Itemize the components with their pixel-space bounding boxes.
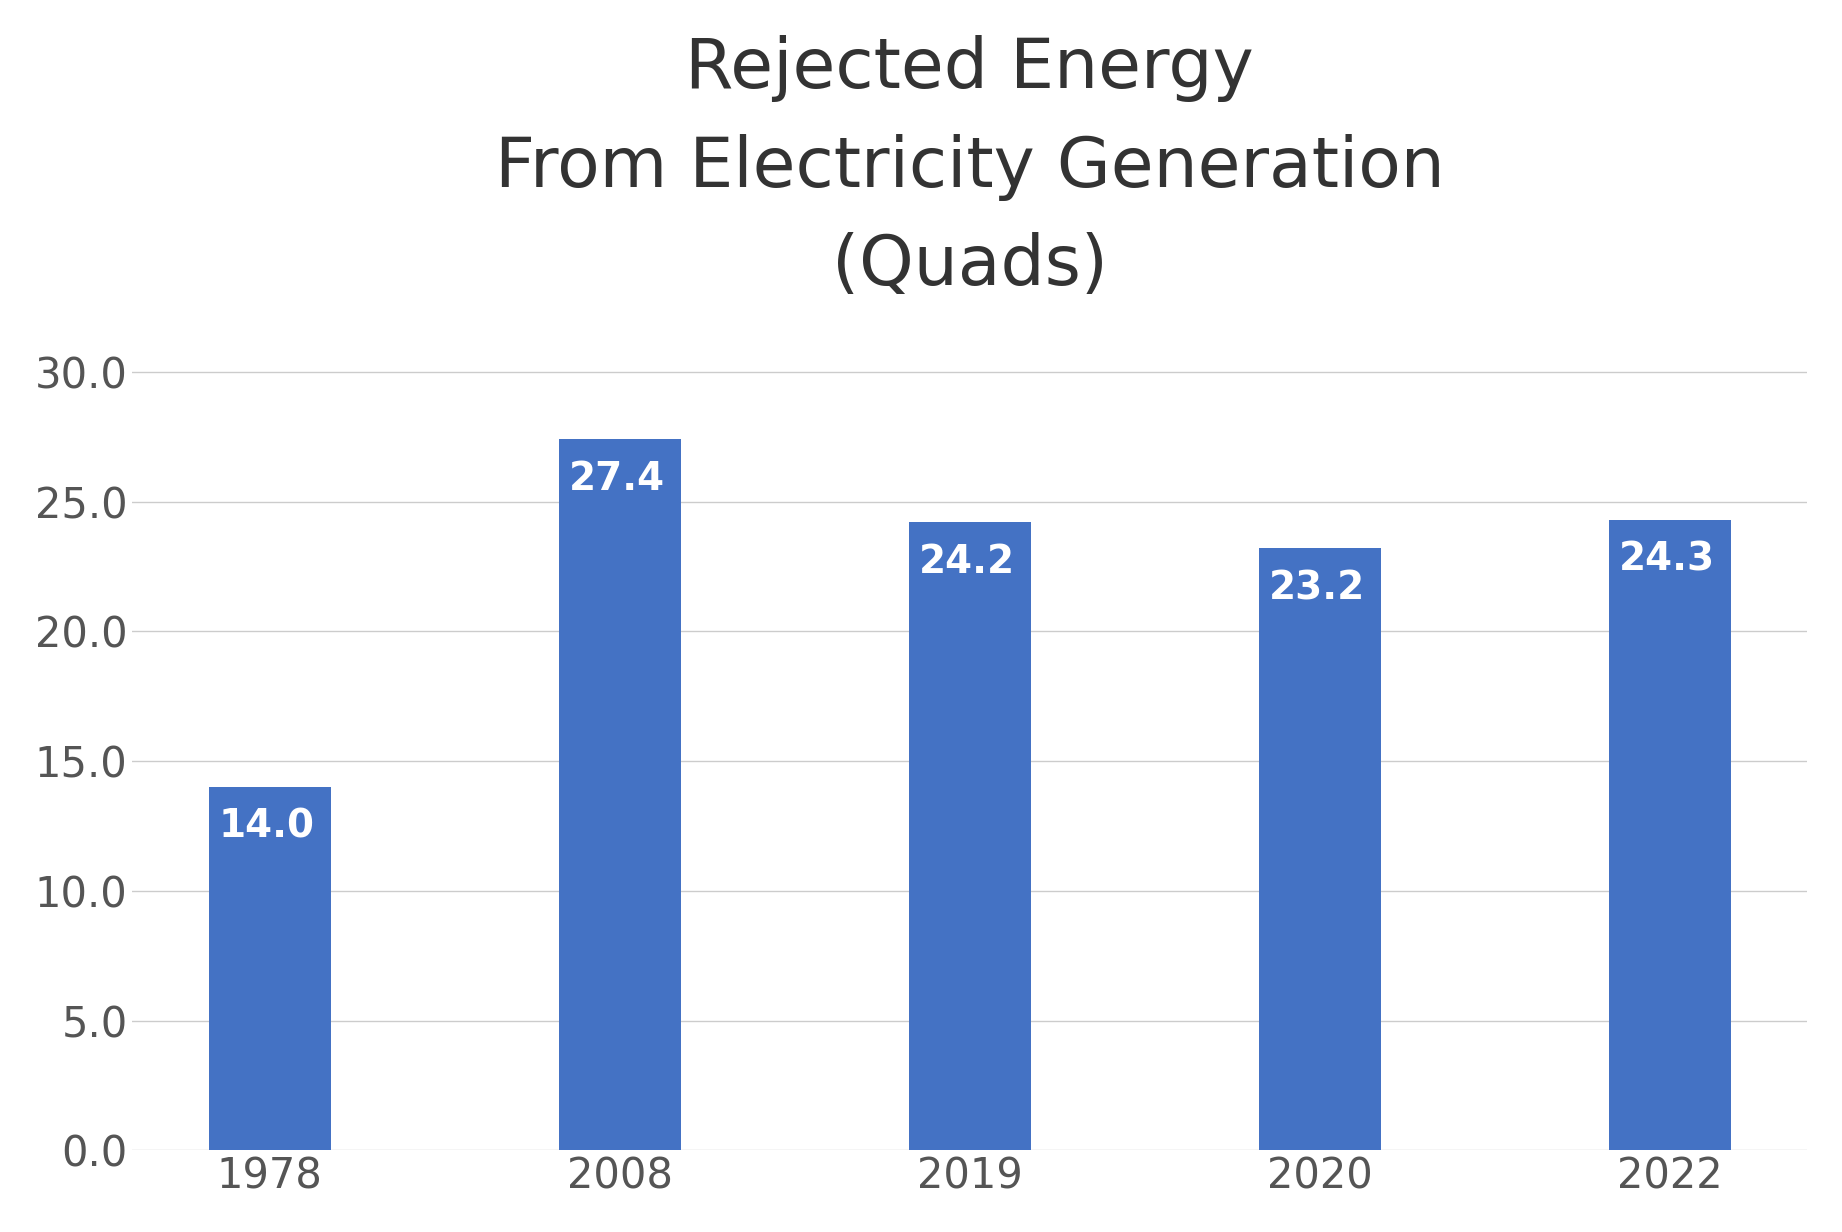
Bar bbox=[908, 522, 1032, 1151]
Text: 24.2: 24.2 bbox=[919, 543, 1015, 582]
Title: Rejected Energy
From Electricity Generation
(Quads): Rejected Energy From Electricity Generat… bbox=[495, 34, 1444, 299]
Text: 24.3: 24.3 bbox=[1619, 541, 1715, 579]
Bar bbox=[1258, 548, 1382, 1151]
Bar bbox=[1608, 520, 1731, 1151]
Bar bbox=[558, 440, 682, 1151]
Text: 27.4: 27.4 bbox=[569, 461, 665, 498]
Text: 14.0: 14.0 bbox=[219, 808, 315, 846]
Text: 23.2: 23.2 bbox=[1269, 569, 1365, 607]
Bar bbox=[208, 787, 332, 1151]
